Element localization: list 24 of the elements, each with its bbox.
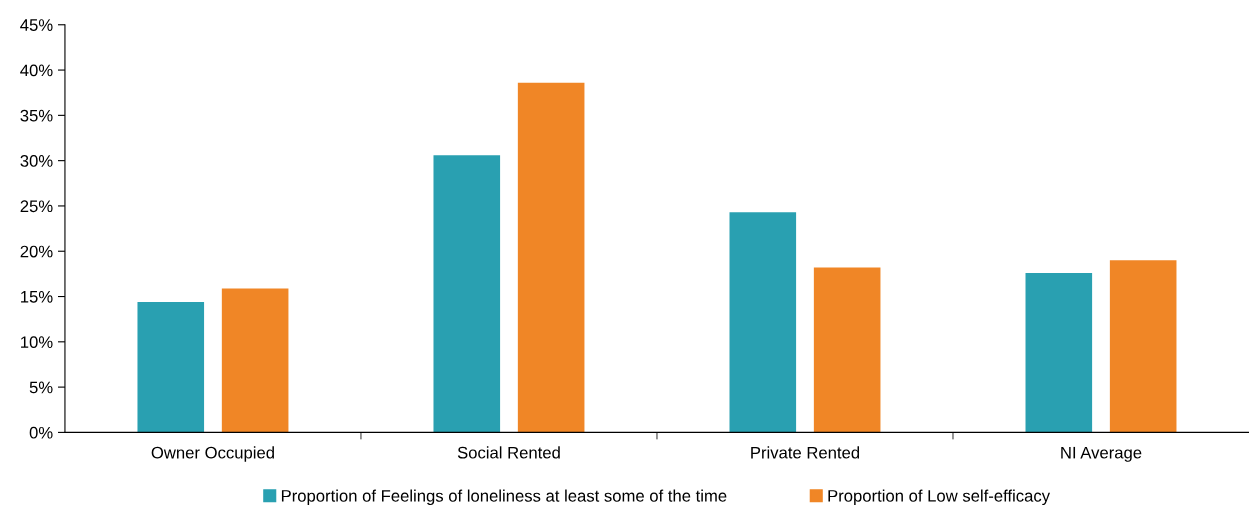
bar xyxy=(1025,272,1093,433)
bar xyxy=(137,301,205,433)
x-tick-label: Private Rented xyxy=(751,446,860,459)
x-tick-label: NI Average xyxy=(1061,446,1142,462)
bar xyxy=(729,212,797,433)
y-tick-label: 45% xyxy=(20,19,53,31)
bar xyxy=(813,267,881,433)
y-tick-label: 40% xyxy=(20,64,53,77)
y-tick-label: 5% xyxy=(29,381,53,394)
y-tick-label: 15% xyxy=(21,291,53,303)
legend-label: Proportion of Low self-efficacy xyxy=(828,489,1051,506)
bar xyxy=(433,155,501,433)
legend-label: Proportion of Feelings of loneliness at least some of the time xyxy=(281,489,727,506)
y-tick-label: 35% xyxy=(20,109,53,122)
bar xyxy=(1109,260,1177,433)
y-tick-label: 10% xyxy=(21,336,53,349)
bar xyxy=(221,288,289,433)
y-tick-label: 25% xyxy=(20,200,53,213)
x-tick-label: Owner Occupied xyxy=(151,446,274,462)
y-tick-label: 30% xyxy=(20,155,53,167)
y-tick-label: 20% xyxy=(20,245,53,258)
x-tick-label: Social Rented xyxy=(457,446,560,459)
y-tick-label: 0% xyxy=(29,426,53,439)
bar xyxy=(517,82,585,433)
